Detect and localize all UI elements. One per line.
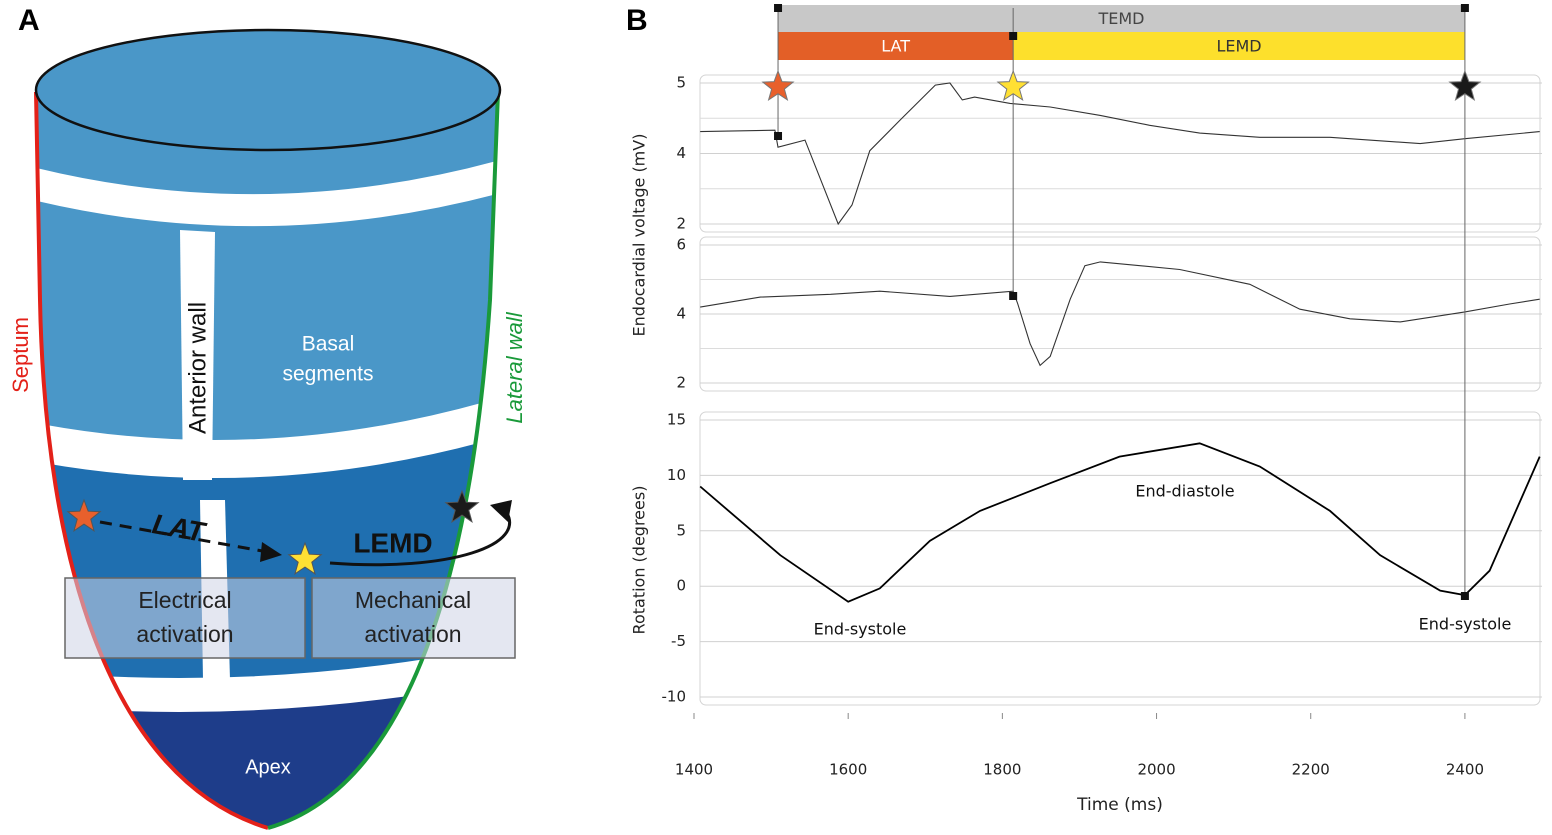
- star: [444, 489, 480, 523]
- y-tick-label: 0: [676, 577, 686, 595]
- y-axis-label: Endocardial voltage (mV): [630, 134, 649, 337]
- label: activation: [136, 621, 233, 647]
- star: [287, 541, 323, 575]
- annotation: End-diastole: [1135, 482, 1234, 501]
- label: activation: [364, 621, 461, 647]
- label: segments: [282, 363, 373, 386]
- box: [311, 577, 516, 659]
- y-tick-label: -5: [671, 632, 686, 650]
- x-axis-label: Time (ms): [1076, 795, 1163, 815]
- arrow: [99, 520, 269, 554]
- panel-letter: A: [18, 4, 40, 37]
- box: [64, 577, 306, 659]
- arrow: [329, 509, 512, 567]
- y-tick-label: -10: [662, 688, 687, 706]
- base-ellipse: [34, 28, 502, 152]
- interval-bar: [778, 5, 1465, 32]
- line: [699, 442, 1541, 603]
- x-tick-label: 1600: [829, 761, 867, 779]
- gap: [180, 230, 215, 480]
- label: LEMD: [353, 527, 432, 558]
- marker-star: [996, 69, 1030, 102]
- y-axis-label: Rotation (degrees): [630, 486, 649, 635]
- y-tick-label: 15: [667, 411, 686, 429]
- annotation: End-systole: [814, 620, 907, 639]
- marker-square: [1009, 32, 1018, 40]
- marker-square: [774, 4, 783, 12]
- ventricle: [36, 92, 498, 828]
- label: Mechanical: [355, 587, 471, 613]
- y-tick-label: 6: [676, 236, 686, 254]
- line: [700, 261, 1540, 367]
- label: Septum: [8, 317, 33, 393]
- y-tick-label: 2: [676, 215, 686, 233]
- x-tick-label: 2200: [1292, 761, 1330, 779]
- panel-letter: B: [626, 4, 648, 37]
- interval-bar: [778, 32, 1014, 60]
- y-tick-label: 2: [676, 374, 686, 392]
- star: [66, 498, 102, 532]
- marker-square: [1460, 592, 1469, 600]
- marker-square: [774, 132, 783, 140]
- arrowhead: [490, 500, 512, 522]
- label: Electrical: [138, 587, 231, 613]
- marker-star: [761, 69, 795, 102]
- x-tick-label: 1400: [675, 761, 713, 779]
- interval-label: TEMD: [1097, 9, 1144, 28]
- label: Apex: [245, 756, 291, 778]
- line: [700, 82, 1540, 226]
- x-tick-label: 1800: [983, 761, 1021, 779]
- x-tick-label: 2000: [1137, 761, 1175, 779]
- y-tick-label: 4: [676, 144, 686, 162]
- marker-square: [1009, 292, 1018, 300]
- arrowhead: [260, 542, 282, 562]
- gap: [36, 386, 498, 478]
- label: Basal: [302, 333, 355, 356]
- gap: [36, 149, 498, 227]
- x-tick-label: 2400: [1446, 761, 1484, 779]
- interval-label: LEMD: [1216, 37, 1261, 56]
- marker-square: [1460, 4, 1469, 12]
- y-tick-label: 5: [676, 521, 686, 539]
- y-tick-label: 4: [676, 305, 686, 323]
- panel-a: A Septum Lateral wall Anterior wall Basa…: [8, 4, 527, 830]
- interval-bar: [1013, 32, 1465, 60]
- label: Anterior wall: [184, 302, 211, 434]
- annotation: End-systole: [1419, 615, 1512, 634]
- y-tick-label: 5: [676, 74, 686, 92]
- panel-b: 5 4 2 6 4 2 15 10 5 0 -5 -10 1400 1600 1800 2000 2200 240…: [630, 4, 1542, 815]
- y-tick-label: 10: [667, 466, 686, 484]
- marker-star: [1448, 69, 1482, 102]
- interval-label: LAT: [881, 37, 910, 56]
- label: Lateral wall: [502, 311, 527, 423]
- plot-frame: [699, 411, 1541, 706]
